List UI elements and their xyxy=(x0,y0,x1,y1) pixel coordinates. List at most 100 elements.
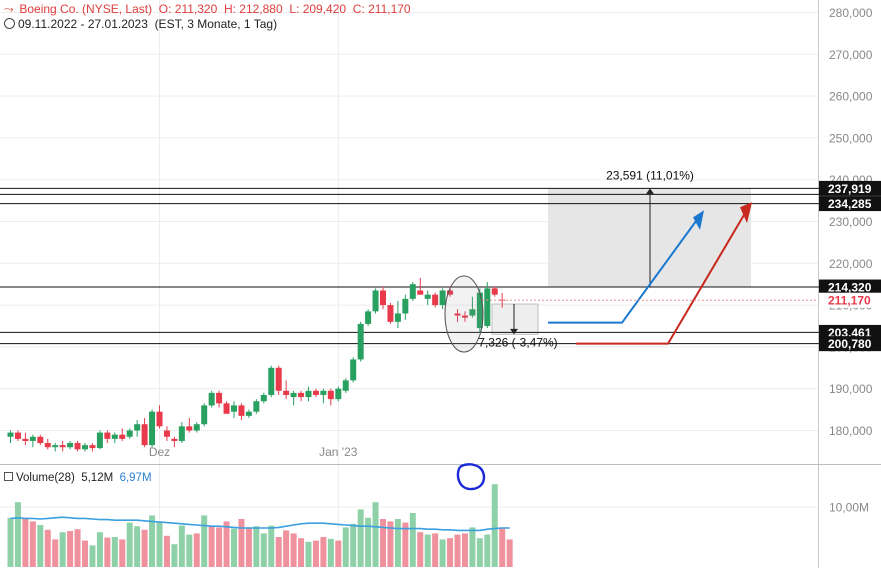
volume-bar xyxy=(231,528,237,567)
candle-body xyxy=(126,430,133,437)
candle-body xyxy=(134,424,141,431)
candle-body xyxy=(305,390,312,398)
volume-bar xyxy=(350,523,357,567)
down-measure-label: 7,326 (-3,47%) xyxy=(478,336,557,350)
symbol-title: Boeing Co. (NYSE, Last) xyxy=(19,2,153,16)
volume-bar xyxy=(163,535,170,567)
volume-bar xyxy=(216,527,223,567)
volume-bar xyxy=(67,531,74,567)
volume-bar xyxy=(447,538,454,567)
price-tag-background xyxy=(819,292,881,308)
candle-body xyxy=(260,394,267,402)
candle-body xyxy=(290,392,297,398)
candle-body xyxy=(417,290,424,295)
candle-body xyxy=(104,432,111,439)
price-tag-label: 211,170 xyxy=(828,294,871,308)
candle-body xyxy=(409,284,416,299)
candle-body xyxy=(394,313,401,322)
volume-bar xyxy=(52,539,59,567)
volume-bar xyxy=(417,532,424,567)
volume-bar xyxy=(37,525,44,567)
candle-body xyxy=(67,443,74,448)
volume-bar xyxy=(499,528,506,567)
highlight-ellipse xyxy=(444,275,484,353)
candle-body xyxy=(74,443,81,450)
candle-body xyxy=(298,392,305,398)
volume-bar xyxy=(134,526,141,567)
candle-body xyxy=(149,411,156,446)
volume-bar xyxy=(469,527,476,567)
candle-body xyxy=(454,313,461,316)
x-tick-label: Dez xyxy=(149,445,170,459)
volume-bar xyxy=(268,525,275,567)
volume-bar xyxy=(149,515,156,567)
candle-body xyxy=(491,288,498,295)
volume-bar xyxy=(327,538,334,567)
candle-body xyxy=(357,323,364,360)
range-header: 09.11.2022 - 27.01.2023 (EST, 3 Monate, … xyxy=(4,17,277,31)
trend-icon: ⤳ xyxy=(4,2,14,16)
volume-bar xyxy=(29,521,36,567)
level-price-tag: 200,780 xyxy=(819,336,881,352)
volume-bar xyxy=(201,515,208,567)
candle-body xyxy=(22,438,29,441)
y-tick-label: 270,000 xyxy=(829,48,873,62)
volume-bar xyxy=(439,539,446,567)
price-tag-background xyxy=(819,196,881,212)
volume-bar xyxy=(193,533,200,567)
volume-settings-icon[interactable] xyxy=(4,472,13,481)
red-arrowhead xyxy=(740,202,752,224)
volume-bar xyxy=(320,537,327,567)
volume-bar xyxy=(380,519,386,567)
y-tick-label: 180,000 xyxy=(829,424,873,438)
volume-bar xyxy=(186,534,193,567)
volume-avg-value: 6,97M xyxy=(119,472,152,484)
candle-body xyxy=(163,430,170,437)
level-price-tag: 234,285 xyxy=(819,196,881,212)
candle-body xyxy=(119,434,126,439)
candle-body xyxy=(208,392,215,406)
candle-body xyxy=(402,298,409,314)
volume-bar xyxy=(104,537,111,567)
candle-body xyxy=(439,290,446,306)
volume-bar xyxy=(461,533,468,567)
volume-bar xyxy=(275,537,282,567)
volume-bar xyxy=(22,517,29,567)
candle-body xyxy=(268,367,275,395)
volume-bar xyxy=(119,539,126,567)
volume-bar xyxy=(342,527,349,567)
volume-bar xyxy=(223,521,230,567)
volume-bar xyxy=(432,533,439,567)
candle-body xyxy=(312,390,319,395)
level-price-tag: 214,320 xyxy=(819,279,881,295)
close-label: C: xyxy=(352,2,365,16)
volume-bar xyxy=(312,540,319,567)
candle-body xyxy=(283,390,290,395)
candle-body xyxy=(216,392,223,404)
volume-bar xyxy=(96,532,103,567)
y-tick-label: 230,000 xyxy=(829,215,873,229)
y-tick-label: 220,000 xyxy=(829,257,873,271)
candle-body xyxy=(7,432,14,437)
candle-body xyxy=(380,290,386,306)
volume-bar xyxy=(111,537,118,567)
high-value: 212,880 xyxy=(239,2,283,16)
clock-icon xyxy=(4,18,15,29)
volume-bar xyxy=(156,521,163,567)
price-tag-label: 214,320 xyxy=(828,281,872,295)
candle-body xyxy=(29,436,36,441)
volume-axis-label: 10,00M xyxy=(829,501,869,515)
candle-body xyxy=(476,292,483,329)
volume-bar xyxy=(82,540,88,567)
y-tick-label: 280,000 xyxy=(829,6,873,20)
x-tick-label: Jan '23 xyxy=(319,445,358,459)
candle-body xyxy=(372,290,379,312)
last-price-tag: 211,170 xyxy=(819,292,881,308)
candle-body xyxy=(231,405,237,412)
candle-body xyxy=(350,359,357,381)
candle-body xyxy=(461,315,468,318)
price-tag-background xyxy=(819,279,881,295)
volume-bar xyxy=(506,539,513,567)
candle-body xyxy=(335,388,342,400)
